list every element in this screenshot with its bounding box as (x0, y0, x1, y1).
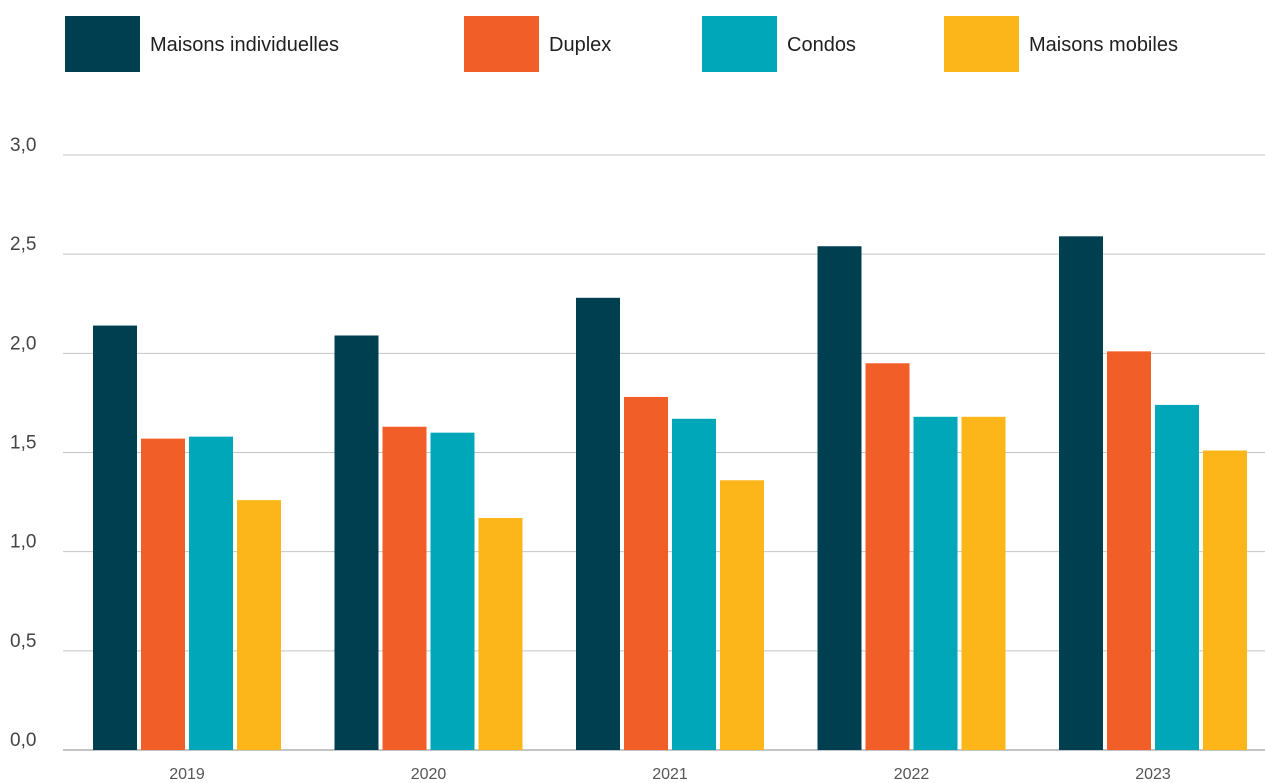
x-tick-label: 2019 (169, 766, 205, 783)
y-tick-label: 0,0 (10, 730, 36, 751)
legend-label: Condos (787, 34, 856, 56)
legend-label: Maisons individuelles (150, 34, 339, 56)
bar-maisons-individuelles-2019 (93, 325, 137, 750)
bar-maisons-individuelles-2021 (576, 297, 620, 750)
legend-swatch (702, 16, 777, 72)
bar-condos-2023 (1155, 404, 1199, 750)
y-tick-label: 1,0 (10, 532, 36, 553)
x-tick-label: 2022 (894, 766, 930, 783)
legend-swatch (65, 16, 140, 72)
bar-condos-2019 (189, 436, 233, 750)
legend-swatch (464, 16, 539, 72)
bar-duplex-2022 (865, 363, 910, 750)
bar-duplex-2019 (141, 438, 185, 750)
y-tick-label: 2,0 (10, 333, 36, 354)
x-axis-tick-labels: 2019 2020 2021 2022 2023 (169, 766, 1171, 783)
legend-label: Maisons mobiles (1029, 34, 1178, 56)
legend-item-maisons-mobiles: Maisons mobiles (944, 16, 1178, 72)
legend-item-maisons-individuelles: Maisons individuelles (65, 16, 339, 72)
y-tick-label: 3,0 (10, 135, 36, 156)
bar-maisons-mobiles-2022 (961, 416, 1006, 750)
x-tick-label: 2023 (1135, 766, 1171, 783)
legend-label: Duplex (549, 34, 611, 56)
legend-item-condos: Condos (702, 16, 856, 72)
y-tick-label: 1,5 (10, 433, 36, 454)
bar-duplex-2023 (1107, 351, 1151, 750)
bars (93, 236, 1247, 751)
legend: Maisons individuelles Duplex Condos Maisons… (65, 16, 1178, 72)
y-tick-label: 2,5 (10, 234, 36, 255)
x-tick-label: 2020 (411, 766, 447, 783)
legend-item-duplex: Duplex (464, 16, 611, 72)
bar-duplex-2021 (624, 396, 668, 750)
bar-maisons-individuelles-2022 (817, 246, 862, 750)
bar-maisons-mobiles-2023 (1203, 450, 1247, 750)
bar-maisons-mobiles-2020 (478, 517, 523, 750)
bar-condos-2020 (430, 432, 475, 750)
bar-maisons-mobiles-2019 (237, 500, 281, 750)
bar-maisons-individuelles-2023 (1059, 236, 1103, 751)
x-tick-label: 2021 (652, 766, 688, 783)
bar-maisons-individuelles-2020 (334, 335, 379, 750)
bar-duplex-2020 (382, 426, 427, 750)
bar-condos-2021 (672, 418, 716, 750)
bar-maisons-mobiles-2021 (720, 480, 764, 750)
y-tick-label: 0,5 (10, 631, 36, 652)
legend-swatch (944, 16, 1019, 72)
bar-condos-2022 (913, 416, 958, 750)
y-axis-tick-labels: 0,0 0,5 1,0 1,5 2,0 2,5 3,0 (10, 135, 36, 751)
